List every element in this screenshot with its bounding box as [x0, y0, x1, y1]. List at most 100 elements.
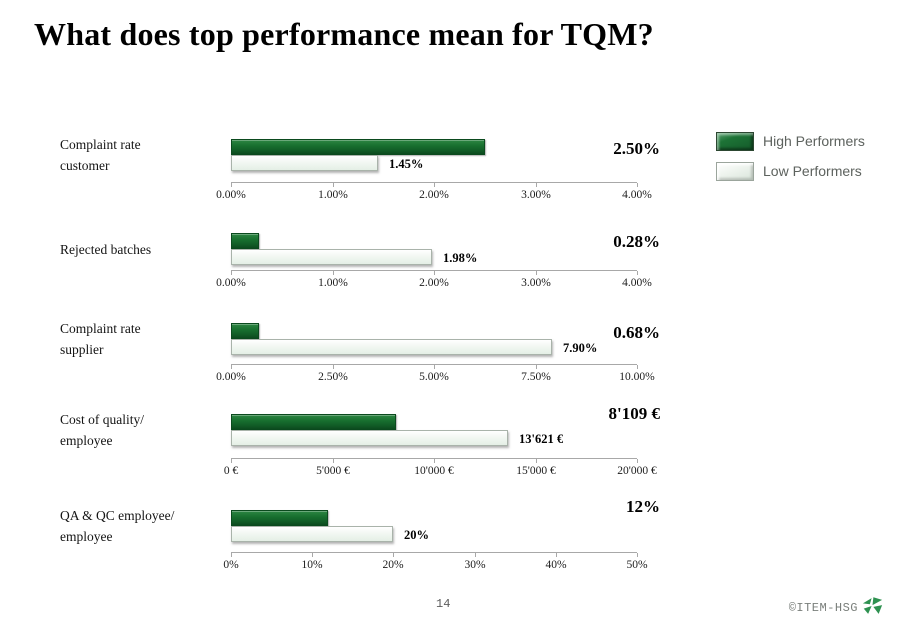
x-axis-tick-label: 10.00% [619, 371, 655, 383]
high-performers-bar [231, 414, 396, 430]
x-axis [231, 364, 638, 370]
low-value-label: 7.90% [563, 341, 598, 355]
x-axis-tick [312, 553, 313, 557]
x-axis-tick [231, 183, 232, 187]
x-axis-tick [475, 553, 476, 557]
high-value-label: 8'109 € [608, 404, 660, 423]
copyright-text: ©ITEM-HSG [788, 601, 858, 615]
x-axis-tick [231, 365, 232, 369]
x-axis-tick [333, 183, 334, 187]
x-axis-tick [231, 271, 232, 275]
category-label: Cost of quality/ employee [60, 412, 144, 448]
x-axis-tick [536, 183, 537, 187]
x-axis-tick-label: 1.00% [318, 277, 348, 289]
x-axis-tick-label: 30% [464, 559, 486, 571]
x-axis-tick [231, 553, 232, 557]
x-axis-tick [434, 459, 435, 463]
x-axis-tick-label: 0 € [223, 465, 239, 477]
x-axis-tick-label: 0.00% [216, 189, 246, 201]
x-axis-tick [637, 553, 638, 557]
x-axis-tick-label: 20% [382, 559, 404, 571]
x-axis-tick-label: 1.00% [318, 189, 348, 201]
x-axis-tick [333, 271, 334, 275]
x-axis-tick [434, 183, 435, 187]
category-label: Complaint rate customer [60, 137, 141, 173]
chart-row-3: Complaint rate supplier 7.90% 0.68% 0.00% 2.… [0, 321, 900, 396]
x-axis-tick [536, 365, 537, 369]
low-performers-bar [231, 339, 552, 355]
x-axis-tick-label: 2.00% [419, 277, 449, 289]
legend-item-low-performers: Low Performers [716, 161, 865, 181]
x-axis-tick-label: 0% [223, 559, 239, 571]
x-axis-tick-label: 5.00% [419, 371, 449, 383]
low-value-label: 1.98% [443, 251, 478, 265]
x-axis-tick-label: 10'000 € [414, 465, 454, 477]
x-axis-tick [637, 271, 638, 275]
footer-copyright: ©ITEM-HSG [789, 597, 883, 619]
page-number: 14 [436, 597, 451, 611]
x-axis-tick [231, 459, 232, 463]
x-axis-tick-label: 0.00% [216, 371, 246, 383]
high-value-label: 2.50% [613, 139, 660, 158]
legend-item-high-performers: High Performers [716, 131, 865, 151]
x-axis-tick [434, 365, 435, 369]
x-axis-tick-label: 2.00% [419, 189, 449, 201]
high-performers-bar [231, 139, 485, 155]
x-axis-tick-label: 40% [545, 559, 567, 571]
x-axis-tick-label: 10% [301, 559, 323, 571]
x-axis-tick-label: 0.00% [216, 277, 246, 289]
x-axis-tick [333, 365, 334, 369]
x-axis-tick [556, 553, 557, 557]
high-value-label: 0.68% [613, 323, 660, 342]
x-axis-tick-label: 7.50% [521, 371, 551, 383]
x-axis-tick [637, 365, 638, 369]
x-axis-tick-label: 4.00% [622, 189, 652, 201]
x-axis-tick [333, 459, 334, 463]
slide-title: What does top performance mean for TQM? [34, 16, 654, 52]
legend-label-high: High Performers [763, 133, 865, 149]
x-axis-tick [536, 271, 537, 275]
x-axis-tick-label: 4.00% [622, 277, 652, 289]
low-performers-bar [231, 526, 393, 542]
legend-label-low: Low Performers [763, 163, 862, 179]
x-axis-tick [434, 271, 435, 275]
low-value-label: 13'621 € [519, 432, 564, 446]
x-axis-tick-label: 20'000 € [617, 465, 657, 477]
low-performers-bar [231, 155, 378, 171]
chart-row-1: Complaint rate customer 1.45% 2.50% 0.00% 1.… [0, 137, 900, 214]
low-performers-bar [231, 249, 432, 265]
high-performers-bar [231, 510, 328, 526]
chart-row-4: Cost of quality/ employee 13'621 € 8'109 €… [0, 404, 900, 490]
high-performers-bar [231, 233, 259, 249]
item-hsg-logo-icon [862, 597, 883, 619]
x-axis-tick-label: 15'000 € [516, 465, 556, 477]
chart-row-5: QA & QC employee/ employee 20% 12% 0% 10% 20%… [0, 497, 900, 584]
high-performers-swatch [716, 131, 754, 151]
low-performers-bar [231, 430, 508, 446]
x-axis [231, 552, 638, 558]
x-axis-tick [536, 459, 537, 463]
x-axis-tick [637, 459, 638, 463]
high-value-label: 12% [626, 497, 660, 516]
x-axis-tick-label: 3.00% [521, 189, 551, 201]
category-label: Complaint rate supplier [60, 321, 141, 357]
category-label: QA & QC employee/ employee [60, 508, 175, 544]
x-axis-tick [637, 183, 638, 187]
x-axis-tick-label: 2.50% [318, 371, 348, 383]
x-axis [231, 182, 638, 188]
high-value-label: 0.28% [613, 232, 660, 251]
x-axis-tick-label: 3.00% [521, 277, 551, 289]
legend: High Performers Low Performers [716, 131, 865, 191]
x-axis-tick [393, 553, 394, 557]
low-value-label: 1.45% [389, 157, 424, 171]
category-label: Rejected batches [60, 241, 152, 257]
x-axis-tick-label: 50% [626, 559, 648, 571]
low-performers-swatch [716, 161, 754, 181]
high-performers-bar [231, 323, 259, 339]
x-axis [231, 270, 638, 276]
x-axis-tick-label: 5'000 € [316, 465, 350, 477]
x-axis [231, 458, 638, 464]
low-value-label: 20% [404, 528, 429, 542]
chart-row-2: Rejected batches 1.98% 0.28% 0.00% 1.00% 2.00… [0, 232, 900, 302]
